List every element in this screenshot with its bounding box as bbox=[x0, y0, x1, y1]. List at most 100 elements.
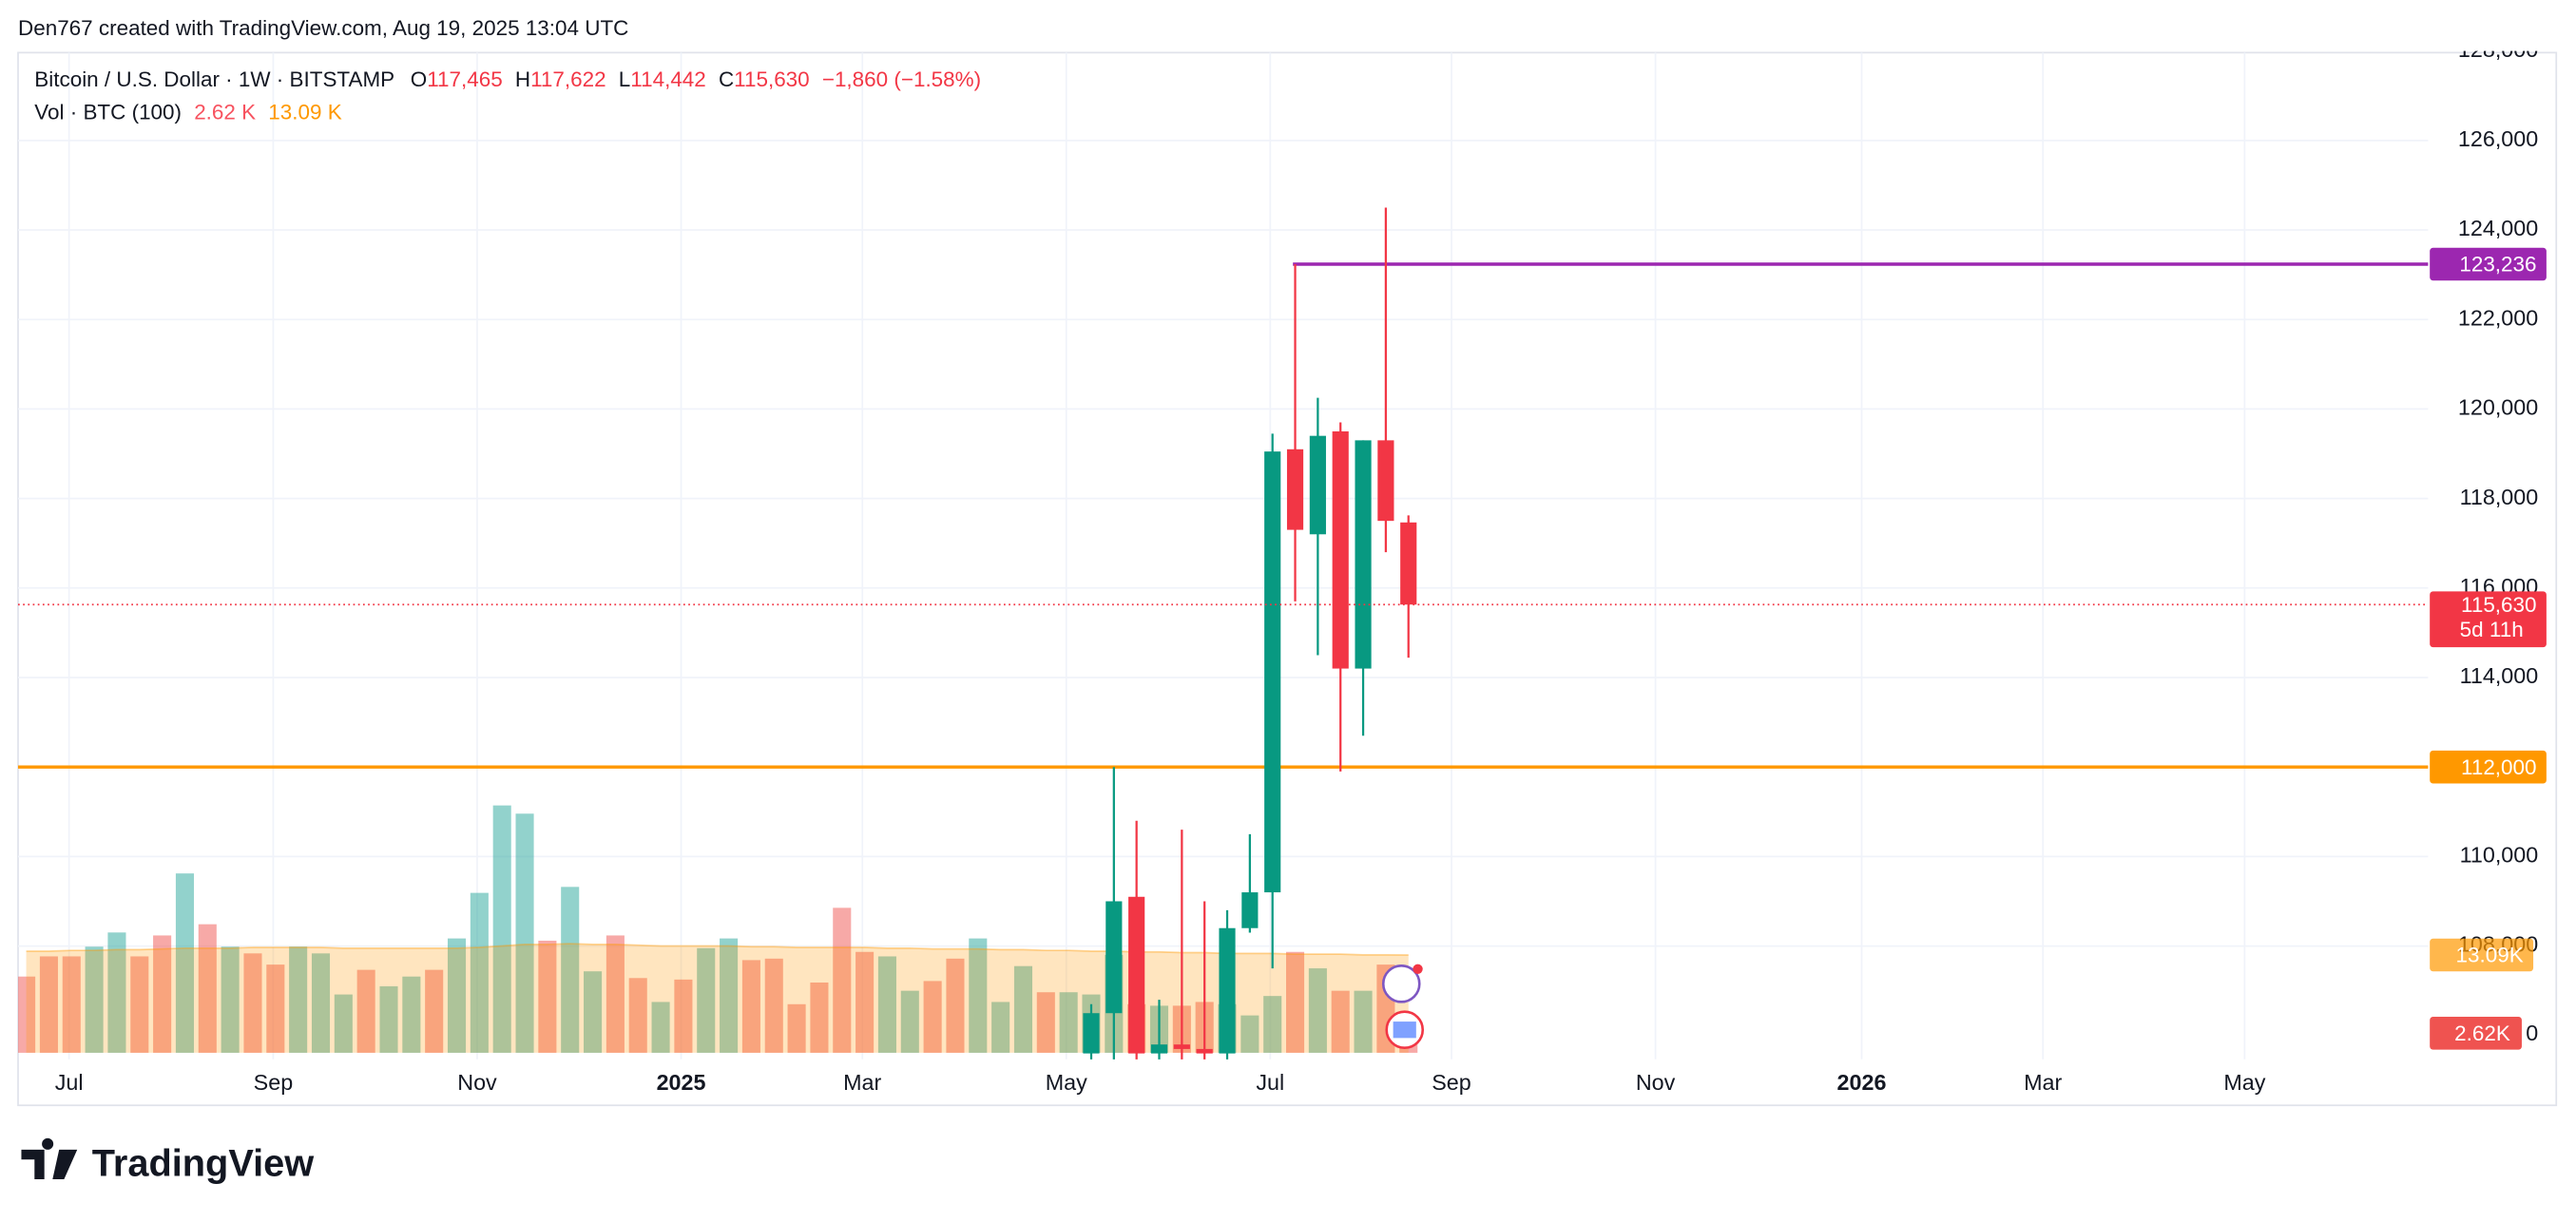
volume-bar bbox=[1240, 1015, 1259, 1053]
price-badge-label: 112,000 bbox=[2461, 755, 2537, 779]
volume-bar bbox=[492, 805, 511, 1053]
x-tick-label: Jul bbox=[1256, 1070, 1284, 1095]
volume-legend-ma: 13.09 K bbox=[268, 100, 341, 124]
x-tick-label: Sep bbox=[1432, 1070, 1471, 1095]
volume-pane bbox=[18, 805, 1418, 1053]
x-tick-label: May bbox=[1046, 1070, 1087, 1095]
footer-logo: TradingView bbox=[21, 1137, 314, 1185]
header-text: Den767 created with TradingView.com, Aug… bbox=[18, 16, 628, 40]
legend-change: −1,860 (−1.58%) bbox=[822, 67, 981, 91]
x-tick-label: Mar bbox=[2024, 1070, 2062, 1095]
volume-bar bbox=[877, 956, 896, 1053]
legend-low: 114,442 bbox=[630, 67, 706, 91]
volume-bar bbox=[221, 946, 240, 1053]
x-tick-label: 2025 bbox=[657, 1070, 706, 1095]
volume-ma-line bbox=[26, 943, 1409, 956]
y-tick-label: 122,000 bbox=[2458, 305, 2538, 330]
volume-bar bbox=[1286, 951, 1305, 1053]
candle-body bbox=[1128, 896, 1145, 1054]
price-badge bbox=[2430, 750, 2547, 784]
candle-body bbox=[1083, 1013, 1100, 1054]
candle-body bbox=[1309, 435, 1326, 535]
candle-body bbox=[1400, 522, 1417, 605]
volume-bar bbox=[130, 956, 149, 1053]
volume-bar bbox=[628, 978, 647, 1053]
candle-body bbox=[1286, 449, 1304, 530]
volume-legend-last: 2.62 K bbox=[194, 100, 256, 124]
volume-bar bbox=[175, 873, 194, 1053]
price-badge bbox=[2430, 247, 2547, 281]
volume-bar bbox=[1308, 968, 1327, 1053]
volume-bar bbox=[538, 940, 557, 1053]
candle-body bbox=[1355, 440, 1372, 669]
volume-bar bbox=[198, 924, 217, 1053]
time-axis: Jul Sep Nov 2025 Mar May Jul Sep Nov 2026 Mar May bbox=[55, 1070, 2266, 1095]
volume-bar bbox=[969, 938, 988, 1053]
volume-bar bbox=[153, 935, 172, 1053]
last-price-label: 115,630 bbox=[2461, 593, 2537, 617]
volume-bar bbox=[39, 956, 58, 1053]
legend-low-label: L bbox=[619, 67, 631, 91]
volume-tick-label: 0 bbox=[2526, 1021, 2538, 1045]
y-tick-label: 126,000 bbox=[2458, 126, 2538, 151]
volume-legend: Vol · BTC (100) 2.62 K 13.09 K bbox=[34, 100, 341, 124]
legend-symbol: Bitcoin / U.S. Dollar · 1W · BITSTAMP bbox=[34, 67, 394, 91]
volume-bar bbox=[62, 956, 81, 1053]
volume-bar bbox=[515, 813, 534, 1053]
y-tick-label: 114,000 bbox=[2460, 663, 2539, 688]
price-badge-label: 123,236 bbox=[2459, 253, 2536, 277]
volume-bar bbox=[697, 947, 716, 1053]
volume-bar bbox=[1331, 990, 1350, 1053]
volume-bar bbox=[1036, 992, 1055, 1053]
volume-bar bbox=[18, 976, 36, 1053]
legend-high: 117,622 bbox=[530, 67, 606, 91]
x-tick-label: Nov bbox=[1636, 1070, 1676, 1095]
y-tick-label: 124,000 bbox=[2458, 216, 2538, 240]
volume-bar bbox=[356, 969, 375, 1053]
candle-body bbox=[1377, 440, 1394, 522]
volume-ma-area bbox=[26, 944, 1409, 1053]
volume-bar bbox=[107, 932, 126, 1053]
volume-bar bbox=[720, 938, 739, 1053]
volume-bar bbox=[470, 892, 489, 1053]
volume-bar bbox=[447, 938, 467, 1053]
y-tick-label: 110,000 bbox=[2460, 843, 2539, 868]
volume-legend-title: Vol · BTC (100) bbox=[34, 100, 182, 124]
legend-high-label: H bbox=[515, 67, 530, 91]
volume-bar bbox=[764, 958, 783, 1053]
x-tick-label: Jul bbox=[55, 1070, 84, 1095]
volume-bar bbox=[651, 1002, 670, 1053]
volume-ma-label: 13.09K bbox=[2456, 944, 2524, 967]
last-price-badge bbox=[2430, 591, 2547, 648]
volume-bar bbox=[855, 951, 875, 1053]
volume-bar bbox=[1263, 996, 1282, 1053]
volume-bar bbox=[266, 964, 285, 1053]
volume-bar bbox=[991, 1002, 1010, 1053]
x-tick-label: Nov bbox=[457, 1070, 497, 1095]
volume-bar bbox=[85, 946, 104, 1053]
candle-body bbox=[1264, 451, 1281, 893]
volume-bar bbox=[402, 976, 421, 1053]
candle-body bbox=[1196, 1048, 1213, 1054]
legend-close: 115,630 bbox=[734, 67, 810, 91]
volume-bar bbox=[946, 958, 965, 1053]
volume-bar bbox=[1354, 990, 1373, 1053]
x-tick-label: Mar bbox=[843, 1070, 881, 1095]
volume-bar bbox=[923, 981, 942, 1053]
volume-bar bbox=[606, 935, 625, 1053]
volume-bar bbox=[1059, 992, 1078, 1053]
volume-bar bbox=[674, 979, 693, 1053]
event-icons bbox=[1381, 964, 1425, 1050]
footer-brand: TradingView bbox=[92, 1143, 314, 1185]
volume-bar bbox=[379, 985, 398, 1053]
chart-frame bbox=[17, 51, 2558, 1107]
x-tick-label: 2026 bbox=[1837, 1070, 1887, 1095]
candle-body bbox=[1105, 901, 1123, 1014]
x-tick-label: Sep bbox=[254, 1070, 294, 1095]
legend-open-label: O bbox=[411, 67, 427, 91]
candle-body bbox=[1332, 430, 1349, 669]
legend-open: 117,465 bbox=[427, 67, 503, 91]
volume-bar bbox=[787, 1003, 806, 1053]
